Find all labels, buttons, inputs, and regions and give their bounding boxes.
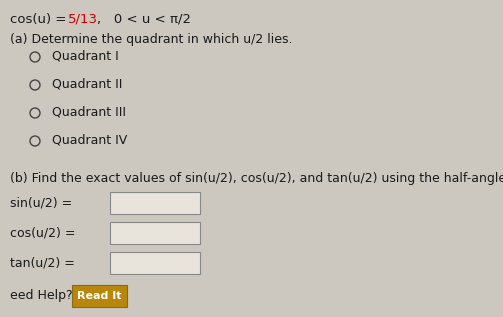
Text: tan(u/2) =: tan(u/2) = bbox=[10, 256, 75, 269]
Text: cos(u/2) =: cos(u/2) = bbox=[10, 227, 75, 240]
FancyBboxPatch shape bbox=[110, 222, 200, 244]
Text: Quadrant I: Quadrant I bbox=[52, 49, 119, 62]
Text: eed Help?: eed Help? bbox=[10, 289, 72, 302]
FancyBboxPatch shape bbox=[110, 252, 200, 274]
FancyBboxPatch shape bbox=[72, 285, 127, 307]
Text: (b) Find the exact values of sin(u/2), cos(u/2), and tan(u/2) using the half-ang: (b) Find the exact values of sin(u/2), c… bbox=[10, 172, 503, 185]
Text: Quadrant IV: Quadrant IV bbox=[52, 133, 127, 146]
Text: 5/13: 5/13 bbox=[68, 13, 98, 26]
Text: Quadrant III: Quadrant III bbox=[52, 106, 126, 119]
Text: sin(u/2) =: sin(u/2) = bbox=[10, 197, 72, 210]
Text: Read It: Read It bbox=[77, 291, 122, 301]
Text: ,   0 < u < π/2: , 0 < u < π/2 bbox=[97, 13, 191, 26]
Text: (a) Determine the quadrant in which u/2 lies.: (a) Determine the quadrant in which u/2 … bbox=[10, 33, 293, 46]
Text: cos(u) =: cos(u) = bbox=[10, 13, 70, 26]
FancyBboxPatch shape bbox=[110, 192, 200, 214]
Text: Quadrant II: Quadrant II bbox=[52, 77, 122, 90]
